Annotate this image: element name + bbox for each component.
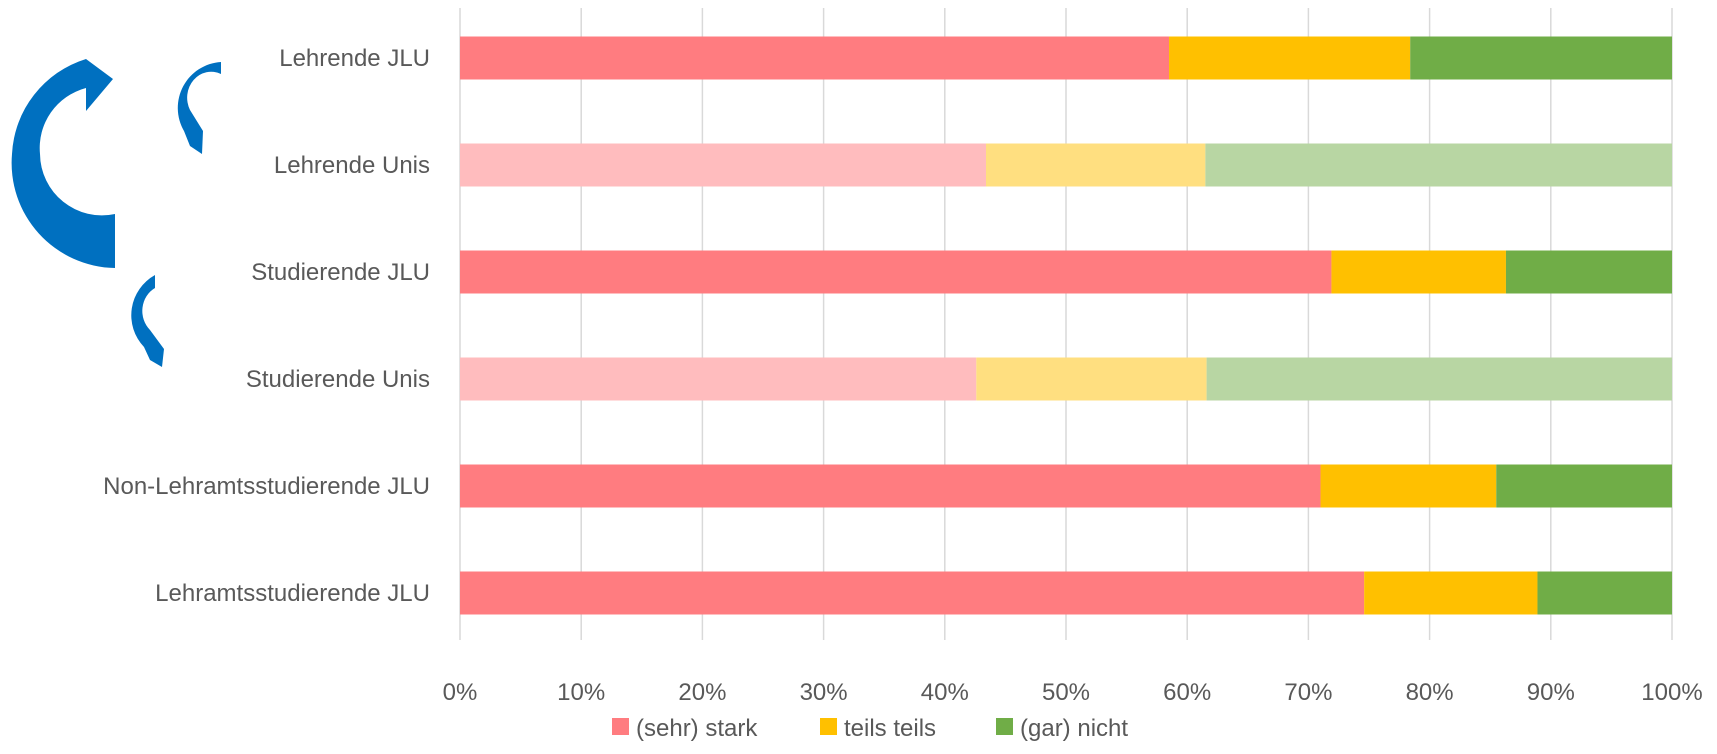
bars [460,36,1672,615]
x-tick-label: 100% [1641,679,1702,706]
gridlines [459,8,1673,640]
legend-label: (gar) nicht [1020,715,1128,742]
category-label: Lehramtsstudierende JLU [155,580,430,607]
small-curved-arrow-icon [177,62,221,154]
bar-segment [1205,143,1672,187]
x-tick-label: 0% [443,679,478,706]
x-tick-label: 90% [1527,679,1575,706]
bar-segment [460,464,1321,508]
category-label: Lehrende Unis [274,152,430,179]
x-tick-label: 50% [1042,679,1090,706]
x-tick-label: 30% [800,679,848,706]
x-tick-label: 80% [1406,679,1454,706]
legend-swatch [612,718,629,735]
legend-swatch [820,718,837,735]
bar-segment [460,357,977,401]
x-tick-label: 20% [678,679,726,706]
bar-segment [460,143,987,187]
bar-segment [1364,571,1538,615]
legend-label: (sehr) stark [636,715,758,742]
category-label: Studierende JLU [251,259,430,286]
bar-segment [976,357,1207,401]
x-tick-label: 40% [921,679,969,706]
small-curved-arrow-icon [131,275,164,367]
category-labels: Lehrende JLU Lehrende Unis Studierende JLU… [103,45,430,607]
bar-segment [460,36,1170,80]
bar-segment [1496,464,1672,508]
category-label: Non-Lehramtsstudierende JLU [103,473,430,500]
bar-segment [1320,464,1497,508]
bar-segment [986,143,1206,187]
bar-segment [1537,571,1672,615]
legend: (sehr) stark teils teils (gar) nicht [612,715,1128,742]
legend-swatch [996,718,1013,735]
category-label: Lehrende JLU [279,45,430,72]
x-tick-label: 10% [557,679,605,706]
bar-segment [460,571,1365,615]
bar-segment [1206,357,1672,401]
x-tick-label: 70% [1284,679,1332,706]
bar-segment [1410,36,1672,80]
category-label: Studierende Unis [246,366,430,393]
large-curved-arrow-icon [11,59,116,268]
comparison-arrows [11,59,221,367]
bar-segment [1169,36,1411,80]
legend-label: teils teils [844,715,936,742]
x-axis-ticks: 0% 10% 20% 30% 40% 50% 60% 70% 80% 90% 100% [443,679,1703,706]
bar-segment [1505,250,1672,294]
bar-segment [1331,250,1506,294]
x-tick-label: 60% [1163,679,1211,706]
bar-segment [460,250,1332,294]
